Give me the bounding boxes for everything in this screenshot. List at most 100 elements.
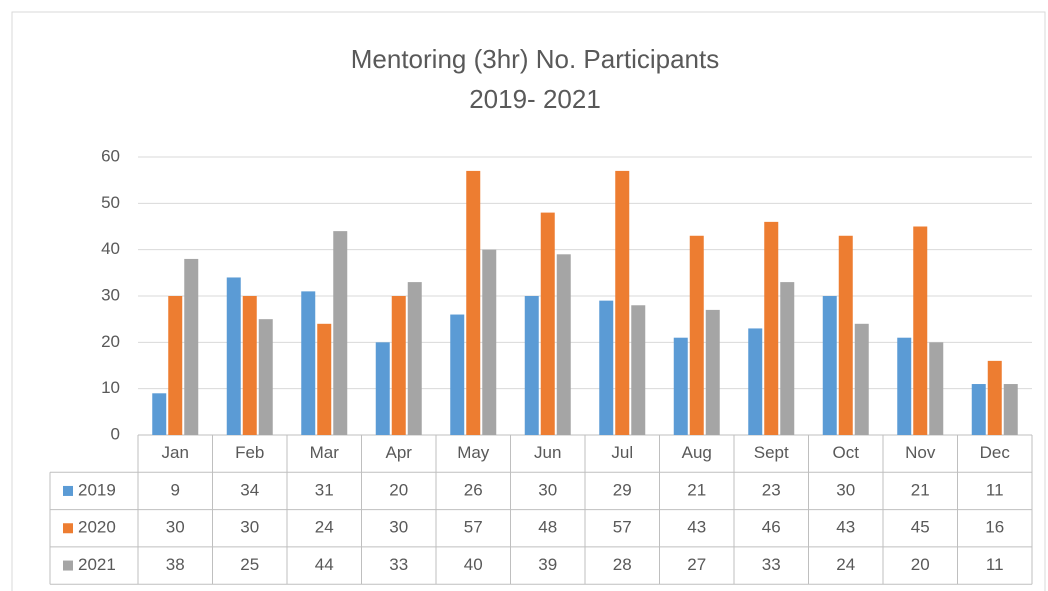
bar	[689, 235, 704, 435]
legend-label: 2019	[78, 480, 116, 499]
bar	[258, 319, 273, 435]
bar	[599, 300, 614, 435]
bar	[407, 282, 422, 435]
x-tick-label: Dec	[980, 443, 1011, 462]
table-value: 33	[389, 555, 408, 574]
chart-title: Mentoring (3hr) No. Participants	[351, 44, 719, 74]
bar	[987, 360, 1002, 435]
bar	[168, 296, 183, 435]
table-value: 57	[464, 518, 483, 537]
bar	[242, 296, 257, 435]
bar	[482, 249, 497, 435]
x-tick-label: Jul	[611, 443, 633, 462]
y-tick-label: 20	[101, 332, 120, 351]
bar	[1003, 384, 1018, 435]
legend-key	[63, 485, 73, 496]
table-value: 30	[389, 518, 408, 537]
x-tick-label: Jun	[534, 443, 561, 462]
table-value: 30	[538, 480, 557, 499]
table-value: 57	[613, 518, 632, 537]
table-value: 20	[389, 480, 408, 499]
bar	[301, 291, 316, 435]
x-tick-label: Aug	[682, 443, 712, 462]
table-value: 20	[911, 555, 930, 574]
bar	[375, 342, 390, 435]
y-tick-label: 0	[111, 424, 120, 443]
x-tick-label: Sept	[754, 443, 789, 462]
bar	[540, 212, 555, 435]
table-value: 43	[687, 518, 706, 537]
y-tick-label: 10	[101, 378, 120, 397]
bar	[929, 342, 944, 435]
table-value: 26	[464, 480, 483, 499]
x-tick-label: May	[457, 443, 490, 462]
bar	[854, 323, 869, 435]
table-value: 44	[315, 555, 334, 574]
table-value: 39	[538, 555, 557, 574]
table-value: 33	[762, 555, 781, 574]
bar	[556, 254, 571, 435]
table-value: 43	[836, 518, 855, 537]
bar	[615, 170, 630, 435]
bar	[450, 314, 465, 435]
chart-border	[11, 11, 1046, 591]
table-value: 11	[986, 555, 1004, 574]
bar	[333, 231, 348, 435]
table-value: 27	[687, 555, 706, 574]
table-value: 9	[171, 480, 180, 499]
table-value: 45	[911, 518, 930, 537]
x-tick-label: Mar	[310, 443, 340, 462]
table-value: 46	[762, 518, 781, 537]
bar	[838, 235, 853, 435]
table-value: 24	[315, 518, 334, 537]
table-value: 28	[613, 555, 632, 574]
table-value: 30	[836, 480, 855, 499]
table-value: 29	[613, 480, 632, 499]
bar	[897, 337, 912, 435]
x-tick-label: Feb	[235, 443, 264, 462]
bar	[780, 282, 795, 435]
bar	[971, 384, 986, 435]
bar	[466, 170, 481, 435]
y-tick-label: 60	[101, 146, 120, 165]
table-value: 30	[166, 518, 185, 537]
legend-label: 2020	[78, 518, 116, 537]
bar	[152, 393, 167, 435]
x-tick-label: Apr	[386, 443, 413, 462]
bar	[631, 305, 646, 435]
bar	[226, 277, 241, 435]
bar	[673, 337, 688, 435]
table-value: 21	[687, 480, 706, 499]
table-value: 23	[762, 480, 781, 499]
bar	[913, 226, 928, 435]
y-tick-label: 30	[101, 285, 120, 304]
y-tick-label: 50	[101, 193, 120, 212]
y-tick-label: 40	[101, 239, 120, 258]
bar	[524, 296, 539, 435]
bar	[391, 296, 406, 435]
table-value: 48	[538, 518, 557, 537]
bar	[764, 221, 779, 435]
table-value: 34	[240, 480, 259, 499]
bar	[184, 258, 199, 435]
table-value: 25	[240, 555, 259, 574]
table-value: 30	[240, 518, 259, 537]
table-value: 31	[315, 480, 334, 499]
chart-subtitle: 2019- 2021	[469, 84, 601, 114]
table-value: 38	[166, 555, 185, 574]
bar	[705, 309, 720, 435]
legend-label: 2021	[78, 555, 116, 574]
x-tick-label: Nov	[905, 443, 936, 462]
bar	[317, 323, 332, 435]
legend-key	[63, 523, 73, 534]
bar	[822, 296, 837, 435]
bar	[748, 328, 763, 435]
table-value: 40	[464, 555, 483, 574]
legend-key	[63, 560, 73, 571]
table-value: 21	[911, 480, 930, 499]
table-value: 11	[986, 480, 1004, 499]
table-value: 16	[985, 518, 1004, 537]
table-value: 24	[836, 555, 855, 574]
